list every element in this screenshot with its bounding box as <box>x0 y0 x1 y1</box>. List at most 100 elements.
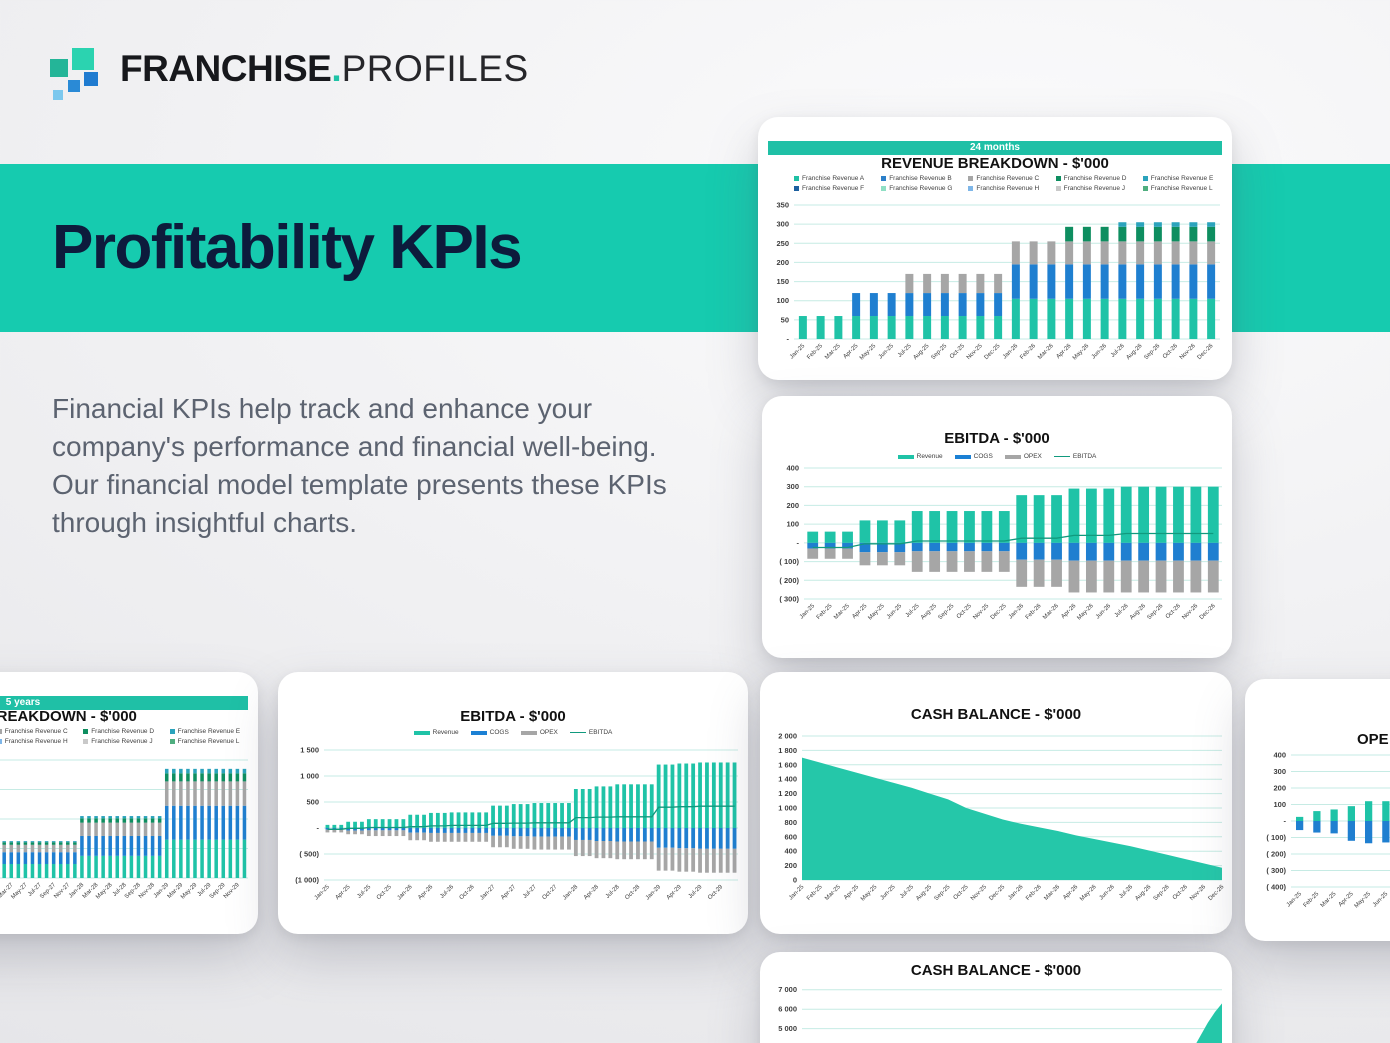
svg-text:Jun-25: Jun-25 <box>878 343 896 361</box>
legend-label: Franchise Revenue D <box>1063 175 1127 182</box>
svg-text:Aug-26: Aug-26 <box>1134 884 1152 902</box>
legend-item: Franchise Revenue H <box>0 738 77 745</box>
svg-text:Nov-25: Nov-25 <box>972 603 990 621</box>
logo-square-icon <box>68 80 80 92</box>
legend-item: Franchise Revenue D <box>77 728 163 735</box>
logo-square-icon <box>53 90 63 100</box>
svg-text:May-28: May-28 <box>95 882 114 901</box>
svg-text:100: 100 <box>786 520 799 529</box>
brand-name: FRANCHISE.PROFILES <box>120 48 529 89</box>
legend-label: Revenue <box>916 453 943 460</box>
legend-line-swatch-icon <box>1053 456 1070 457</box>
svg-text:Nov-29: Nov-29 <box>223 882 241 900</box>
svg-text:100: 100 <box>1273 800 1286 809</box>
legend-swatch-icon <box>968 176 974 181</box>
svg-text:300: 300 <box>1273 767 1286 776</box>
svg-text:May-26: May-26 <box>1076 603 1095 622</box>
legend-swatch-icon <box>169 739 175 744</box>
svg-text:Feb-26: Feb-26 <box>1025 884 1043 902</box>
svg-text:May-25: May-25 <box>860 884 879 903</box>
svg-text:500: 500 <box>306 798 319 807</box>
legend-label: Franchise Revenue C <box>4 728 68 735</box>
legend-item: Revenue <box>897 453 943 460</box>
svg-text:50: 50 <box>781 315 789 324</box>
svg-text:Mar-25: Mar-25 <box>1320 891 1338 909</box>
svg-text:150: 150 <box>776 277 789 286</box>
svg-text:Nov-26: Nov-26 <box>1181 603 1199 621</box>
legend-label: Franchise Revenue B <box>889 175 952 182</box>
logo-square-icon <box>84 72 98 86</box>
svg-text:350: 350 <box>776 201 789 210</box>
legend-item: Franchise Revenue E <box>1137 175 1224 182</box>
legend-item: EBITDA <box>569 729 612 736</box>
legend-label: Franchise Revenue H <box>4 738 68 745</box>
legend-swatch-icon <box>413 730 430 735</box>
page-description: Financial KPIs help track and enhance yo… <box>52 393 667 539</box>
legend-label: Franchise Revenue E <box>177 728 241 735</box>
svg-text:Jun-26: Jun-26 <box>1099 884 1117 902</box>
svg-text:Jul-25: Jul-25 <box>899 884 915 900</box>
svg-text:Oct-26: Oct-26 <box>1165 603 1182 620</box>
legend-swatch-icon <box>1142 176 1148 181</box>
svg-text:Jan-25: Jan-25 <box>799 603 817 621</box>
legend-swatch-icon <box>83 729 89 734</box>
svg-text:Aug-25: Aug-25 <box>915 884 933 902</box>
svg-text:May-25: May-25 <box>1354 891 1373 910</box>
chart-legend: Revenue COGS OPEX EBITDA <box>762 453 1232 460</box>
legend-swatch-icon <box>1004 454 1021 459</box>
chart-canvas: 400 300 200 100 - ( 100) ( 200) ( 300) ( 400) Jan… <box>1247 751 1390 923</box>
svg-text:( 300): ( 300) <box>1266 866 1286 875</box>
svg-text:0: 0 <box>793 876 797 885</box>
svg-text:Oct-29: Oct-29 <box>707 884 724 901</box>
svg-text:Aug-25: Aug-25 <box>913 343 931 361</box>
svg-text:Oct-26: Oct-26 <box>1162 343 1179 360</box>
legend-item: Franchise Revenue E <box>164 728 250 735</box>
legend-item: EBITDA <box>1053 453 1096 460</box>
svg-text:800: 800 <box>784 818 797 827</box>
svg-text:Oct-27: Oct-27 <box>542 884 559 901</box>
svg-text:Jun-25: Jun-25 <box>879 884 897 902</box>
legend-label: COGS <box>973 453 993 460</box>
svg-text:Dec-25: Dec-25 <box>990 603 1008 621</box>
chart-title: OPE <box>1357 731 1389 748</box>
svg-text:Jul-29: Jul-29 <box>688 884 704 900</box>
legend-item: Revenue <box>413 729 459 736</box>
svg-text:400: 400 <box>786 464 799 473</box>
legend-item: Franchise Revenue B <box>875 175 962 182</box>
svg-text:Dec-25: Dec-25 <box>988 884 1006 902</box>
svg-text:( 500): ( 500) <box>299 850 319 859</box>
svg-text:Apr-26: Apr-26 <box>1056 343 1073 360</box>
legend-label: Franchise Revenue D <box>91 728 155 735</box>
legend-swatch-icon <box>881 176 887 181</box>
svg-text:Oct-25: Oct-25 <box>949 343 966 360</box>
svg-text:Jul-26: Jul-26 <box>439 884 455 900</box>
legend-label: Franchise Revenue H <box>976 185 1040 192</box>
svg-text:1 500: 1 500 <box>300 746 319 755</box>
svg-text:Jun-25: Jun-25 <box>1372 891 1390 909</box>
svg-text:Mar-26: Mar-26 <box>1042 603 1060 621</box>
svg-text:Jan-26: Jan-26 <box>1007 884 1025 902</box>
svg-text:Nov-25: Nov-25 <box>966 343 984 361</box>
svg-text:Mar-26: Mar-26 <box>1043 884 1061 902</box>
legend-label: OPEX <box>539 729 558 736</box>
svg-text:Dec-26: Dec-26 <box>1199 603 1217 621</box>
chart-title: CASH BALANCE - $'000 <box>910 706 1082 723</box>
legend-swatch-icon <box>954 454 971 459</box>
svg-text:Mar-25: Mar-25 <box>824 884 842 902</box>
svg-text:Oct-25: Oct-25 <box>376 884 393 901</box>
svg-text:Jul-28: Jul-28 <box>605 884 621 900</box>
legend-swatch-icon <box>897 454 914 459</box>
logo-square-icon <box>72 48 94 70</box>
chart-legend: Franchise Revenue A Franchise Revenue B Fr… <box>788 175 1224 192</box>
svg-text:Apr-27: Apr-27 <box>500 884 517 901</box>
svg-text:400: 400 <box>1273 751 1286 760</box>
legend-swatch-icon <box>0 729 2 734</box>
legend-swatch-icon <box>83 739 89 744</box>
svg-text:Jan-25: Jan-25 <box>314 884 332 902</box>
svg-text:-: - <box>317 824 320 833</box>
legend-label: Franchise Revenue J <box>91 738 153 745</box>
legend-label: Franchise Revenue L <box>177 738 240 745</box>
